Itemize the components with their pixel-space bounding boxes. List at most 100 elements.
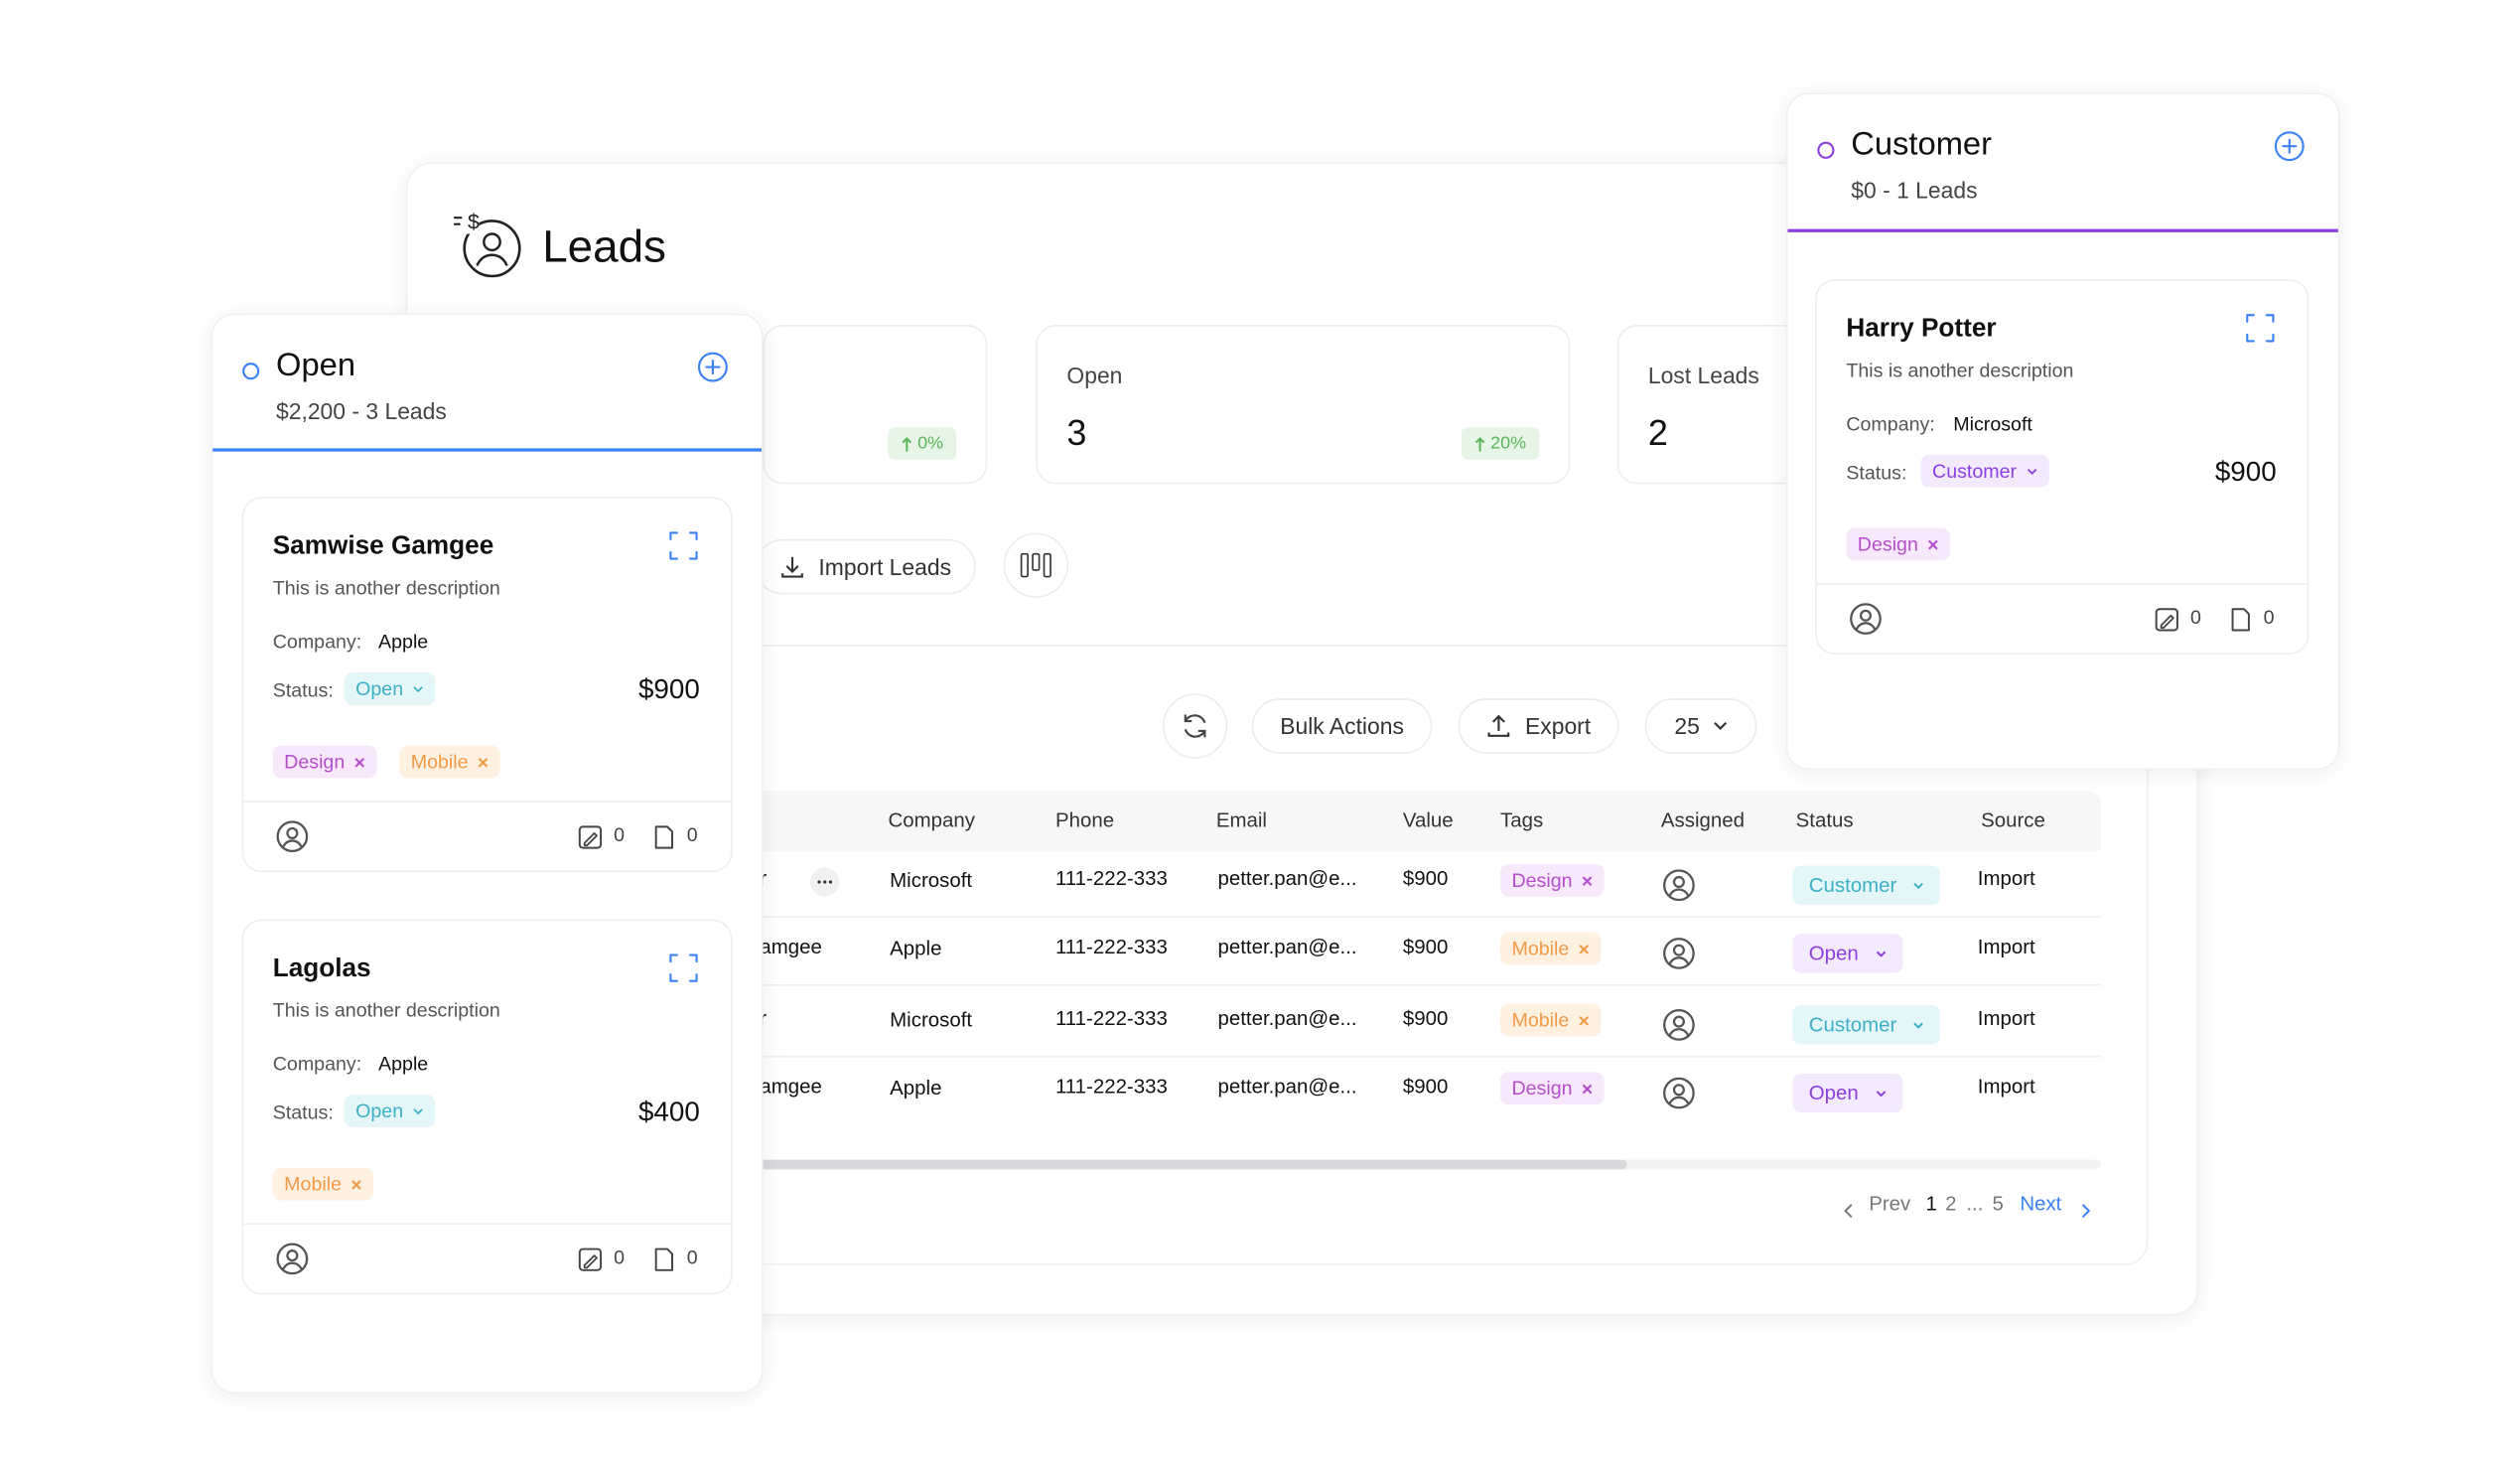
expand-icon-svg bbox=[669, 954, 698, 982]
notes-icon bbox=[578, 1247, 603, 1272]
status-select[interactable]: Open bbox=[344, 672, 436, 705]
company-value: Apple bbox=[378, 1052, 429, 1076]
tag: Mobile bbox=[1500, 1003, 1603, 1037]
column-title: Customer bbox=[1851, 126, 1993, 163]
expand-icon-svg bbox=[669, 531, 698, 560]
add-button bbox=[697, 351, 730, 383]
files-icon-svg bbox=[2231, 608, 2250, 632]
user-icon-svg bbox=[1663, 1009, 1695, 1041]
phone: 111-222-333 bbox=[1054, 867, 1168, 891]
notes-icon-svg bbox=[578, 1247, 603, 1271]
status-select[interactable]: Open bbox=[1792, 934, 1902, 973]
user-icon-svg bbox=[276, 1243, 309, 1275]
files-count: 0 bbox=[686, 823, 698, 846]
remove-tag[interactable] bbox=[1928, 538, 1939, 549]
export-button[interactable]: Export bbox=[1458, 698, 1619, 754]
status-select[interactable]: Customer bbox=[1920, 454, 2049, 488]
lead-description: This is another description bbox=[1846, 359, 2074, 382]
user-icon bbox=[276, 820, 309, 853]
column-title: Open bbox=[276, 347, 356, 383]
status-select[interactable]: Customer bbox=[1792, 865, 1941, 905]
status-select[interactable]: Open bbox=[344, 1095, 436, 1127]
lead-name: amgee bbox=[760, 1075, 822, 1099]
stat-value: 3 bbox=[1066, 412, 1087, 454]
user-icon-svg bbox=[1663, 1077, 1695, 1109]
row-menu bbox=[808, 866, 841, 899]
chevron bbox=[413, 685, 424, 692]
kanban-icon bbox=[1020, 552, 1051, 578]
phone: 111-222-333 bbox=[1054, 935, 1168, 958]
company-label: Company: bbox=[1846, 412, 1935, 436]
lead-amount: $900 bbox=[637, 673, 700, 705]
add-button bbox=[2273, 130, 2306, 163]
add-button-svg bbox=[697, 352, 728, 382]
status-select[interactable]: Customer bbox=[1792, 1005, 1941, 1045]
email: petter.pan@e... bbox=[1217, 935, 1357, 958]
lead-amount: $900 bbox=[2214, 456, 2277, 488]
tag: Design bbox=[272, 745, 377, 779]
files-icon-svg bbox=[654, 825, 673, 849]
row-divider bbox=[760, 1055, 2102, 1058]
chevron bbox=[1913, 882, 1924, 889]
remove-tag[interactable] bbox=[1579, 943, 1590, 954]
notes-icon bbox=[578, 825, 603, 850]
expand-icon bbox=[2246, 314, 2275, 343]
tag: Design bbox=[1500, 1072, 1606, 1105]
table-header bbox=[760, 791, 2102, 851]
status-label: Customer bbox=[1808, 873, 1897, 897]
remove-tag[interactable] bbox=[1582, 1083, 1593, 1094]
remove-tag[interactable] bbox=[1579, 1014, 1590, 1025]
page-size-value: 25 bbox=[1674, 712, 1700, 740]
status-label: Status: bbox=[1846, 461, 1907, 485]
lead-description: This is another description bbox=[272, 998, 500, 1022]
refresh-button[interactable] bbox=[1162, 693, 1228, 759]
stat-label: Open bbox=[1066, 362, 1123, 388]
remove-tag[interactable] bbox=[478, 756, 489, 767]
lead-name: Lagolas bbox=[272, 954, 371, 983]
column-header: Assigned bbox=[1660, 808, 1746, 832]
lead-name: r bbox=[760, 1006, 768, 1030]
company-value: Apple bbox=[378, 630, 429, 654]
remove-tag[interactable] bbox=[351, 1178, 362, 1189]
next-chevron bbox=[2081, 1197, 2091, 1218]
column-header: Company bbox=[888, 808, 976, 832]
tag-label: Mobile bbox=[410, 750, 469, 774]
lead-name: amgee bbox=[760, 935, 822, 958]
email: petter.pan@e... bbox=[1217, 1006, 1357, 1030]
status-label: Open bbox=[1808, 1082, 1859, 1105]
tag: Mobile bbox=[1500, 932, 1603, 965]
tag-label: Design bbox=[1511, 868, 1573, 892]
status-dot bbox=[242, 359, 260, 380]
company: Apple bbox=[890, 937, 942, 960]
stat-label: Lost Leads bbox=[1647, 362, 1759, 388]
prev-chevron-svg bbox=[1844, 1204, 1853, 1218]
remove-tag[interactable] bbox=[1582, 875, 1593, 886]
upload-icon bbox=[1487, 714, 1510, 737]
row-divider bbox=[760, 916, 2102, 918]
company: Apple bbox=[890, 1077, 942, 1100]
status-select[interactable]: Open bbox=[1792, 1073, 1902, 1113]
column-header: Phone bbox=[1054, 808, 1115, 832]
column-header: Email bbox=[1215, 808, 1267, 832]
bulk-actions-button[interactable]: Bulk Actions bbox=[1251, 698, 1433, 754]
column-summary: $0 - 1 Leads bbox=[1851, 177, 1978, 204]
refresh-icon bbox=[1184, 714, 1206, 738]
lead-name: r bbox=[760, 867, 768, 891]
leads-icon-svg: $ bbox=[453, 211, 521, 278]
next-chevron-svg bbox=[2082, 1204, 2090, 1218]
import-button[interactable]: Import Leads bbox=[755, 538, 976, 595]
status-label: Customer bbox=[1808, 1013, 1897, 1037]
prev-chevron bbox=[1843, 1197, 1853, 1218]
status-label: Status: bbox=[272, 678, 334, 702]
kanban-toggle[interactable] bbox=[1003, 532, 1069, 598]
page-size-select[interactable]: 25 bbox=[1644, 698, 1757, 754]
divider bbox=[760, 645, 2195, 647]
column-header: Tags bbox=[1500, 808, 1544, 832]
stat-value: 2 bbox=[1647, 412, 1668, 454]
tag: Design bbox=[1500, 863, 1606, 897]
card-divider bbox=[243, 1223, 731, 1226]
remove-tag[interactable] bbox=[354, 756, 365, 767]
tag: Mobile bbox=[272, 1167, 374, 1201]
files-icon bbox=[654, 1247, 674, 1272]
